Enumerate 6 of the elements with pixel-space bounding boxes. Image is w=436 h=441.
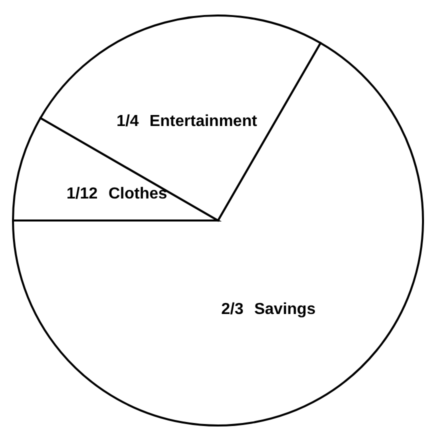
- slice-label: Clothes: [108, 185, 168, 202]
- slice-label: Savings: [254, 300, 316, 318]
- data-label: 1/12: [66, 185, 98, 202]
- data-label: 2/3: [221, 300, 244, 318]
- slice-label: Entertainment: [149, 112, 258, 130]
- data-label: 1/4: [116, 112, 139, 130]
